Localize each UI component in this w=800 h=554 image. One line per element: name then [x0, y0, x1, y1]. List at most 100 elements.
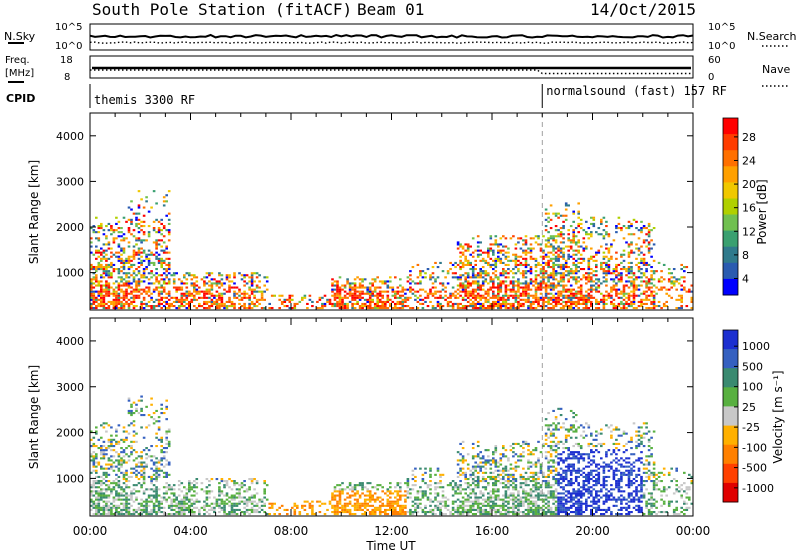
vel-cell	[172, 484, 176, 487]
vel-cell	[451, 488, 455, 491]
vel-cell	[353, 506, 357, 509]
power-cell	[620, 276, 623, 279]
power-cell	[444, 276, 447, 279]
power-cell	[554, 257, 558, 260]
vel-cell	[346, 508, 349, 511]
power-cell	[502, 249, 505, 252]
power-cell	[612, 307, 616, 310]
vel-cell	[110, 426, 113, 429]
power-cell	[547, 284, 550, 287]
power-cell	[632, 290, 636, 293]
power-cell	[167, 233, 171, 236]
vel-cell	[474, 494, 477, 497]
vel-cell	[90, 504, 93, 507]
vel-cell	[155, 494, 158, 497]
vel-cell	[436, 504, 440, 507]
power-cell	[617, 278, 621, 281]
vel-cell	[100, 492, 103, 495]
vel-cell	[125, 498, 128, 501]
vel-cell	[97, 438, 101, 441]
power-cell	[534, 307, 538, 310]
power-cell	[396, 286, 400, 289]
vel-cell	[165, 475, 168, 478]
vel-cell	[177, 506, 181, 509]
freq-panel-frame	[89, 55, 694, 79]
vel-cell	[102, 513, 106, 516]
vel-cell	[230, 504, 234, 507]
power-cell	[574, 290, 578, 293]
vel-cell	[476, 484, 480, 487]
power-cell	[562, 214, 565, 217]
power-cell	[577, 216, 580, 219]
power-cell	[386, 286, 390, 289]
power-cell	[353, 307, 357, 310]
power-cell	[253, 272, 256, 275]
power-cell	[552, 276, 555, 279]
power-cell	[394, 276, 397, 279]
power-cell	[97, 284, 101, 287]
vel-cell	[401, 508, 405, 511]
vel-cell	[92, 486, 96, 489]
power-cell	[492, 272, 495, 275]
power-cell	[509, 307, 513, 310]
power-cell	[532, 307, 535, 310]
vel-cell	[338, 502, 342, 505]
vel-cell	[494, 449, 498, 452]
power-cell	[469, 284, 472, 287]
power-cell	[567, 288, 570, 291]
vel-cell	[479, 461, 482, 464]
power-cell	[642, 225, 646, 228]
power-cell	[529, 255, 533, 258]
power-cell	[248, 280, 251, 283]
vel-cell	[162, 475, 166, 478]
power-cell	[132, 288, 136, 291]
power-cell	[517, 288, 520, 291]
power-cell	[376, 300, 379, 303]
vel-cell	[348, 513, 352, 516]
power-cell	[97, 280, 101, 283]
power-cell	[552, 268, 555, 271]
vel-cell	[263, 488, 266, 491]
vel-cell	[368, 492, 372, 495]
vel-cell	[333, 494, 337, 497]
power-cell	[92, 296, 96, 299]
power-cell	[476, 300, 480, 303]
vel-cell	[293, 511, 297, 514]
vel-cell	[461, 504, 465, 507]
vel-cell	[499, 506, 503, 509]
power-cell	[605, 290, 608, 293]
vel-cell	[429, 498, 432, 501]
power-cell	[675, 288, 678, 291]
vel-cell	[461, 502, 465, 505]
power-cell	[343, 286, 347, 289]
power-cell	[650, 255, 653, 258]
power-cell	[90, 292, 93, 295]
power-cell	[630, 302, 633, 305]
power-cell	[228, 274, 231, 277]
power-cell	[421, 307, 425, 310]
power-cell	[640, 280, 643, 283]
power-cell	[597, 307, 601, 310]
power-cell	[484, 272, 488, 275]
vel-cell	[456, 513, 460, 516]
vel-cell	[494, 465, 498, 468]
power-cell	[461, 245, 465, 248]
vel-cell	[177, 480, 181, 483]
vel-cell	[343, 504, 347, 507]
power-cell	[142, 233, 146, 236]
vel-cell	[441, 504, 445, 507]
power-cell	[142, 251, 146, 254]
power-cell	[630, 284, 633, 287]
power-cell	[645, 261, 648, 264]
vel-cell	[507, 457, 510, 460]
vel-cell	[115, 428, 118, 431]
vel-cell	[177, 500, 181, 503]
power-cell	[642, 302, 646, 305]
vel-cell	[117, 492, 121, 495]
power-cell	[574, 259, 578, 262]
vel-cell	[145, 498, 148, 501]
power-cell	[378, 305, 382, 308]
power-cell	[233, 274, 236, 277]
power-cell	[92, 292, 96, 295]
vel-cell	[198, 500, 201, 503]
